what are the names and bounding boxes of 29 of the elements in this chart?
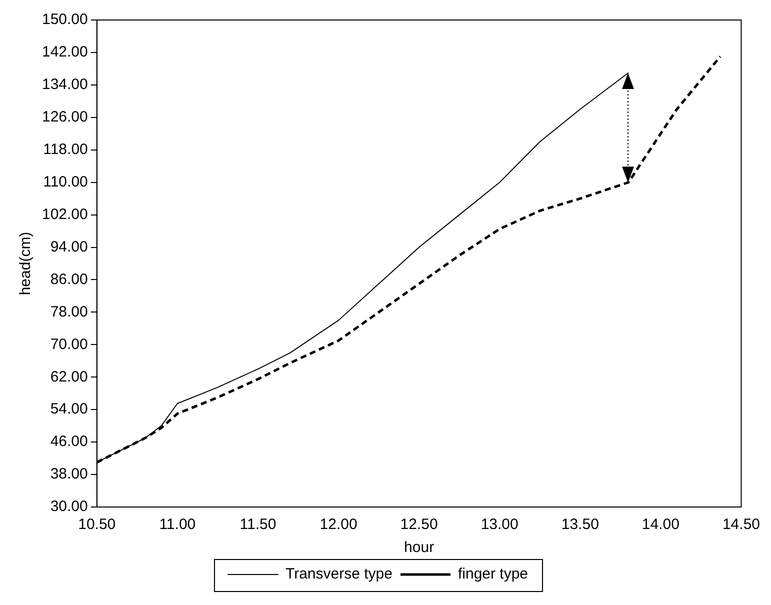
- y-tick-label: 134.00: [42, 76, 88, 94]
- y-tick-label: 150.00: [42, 11, 88, 28]
- y-tick-label: 86.00: [50, 270, 88, 288]
- y-tick-label: 118.00: [43, 141, 88, 158]
- x-tick-label: 12.50: [400, 516, 438, 534]
- x-axis-title: hour: [404, 539, 434, 556]
- y-axis-title: head(cm): [17, 232, 34, 296]
- x-tick-label: 11.00: [159, 516, 196, 534]
- y-tick-label: 110.00: [43, 173, 88, 190]
- x-tick-label: 13.00: [480, 516, 518, 534]
- legend-label: finger type: [458, 566, 528, 583]
- y-tick-label: 70.00: [50, 336, 88, 353]
- y-tick-label: 54.00: [50, 400, 88, 418]
- x-tick-label: 12.00: [320, 516, 358, 534]
- y-tick-label: 38.00: [50, 466, 88, 483]
- y-tick-label: 78.00: [50, 303, 88, 320]
- x-tick-label: 13.50: [561, 516, 599, 534]
- x-tick-label: 11.50: [240, 516, 276, 534]
- y-tick-label: 142.00: [42, 44, 88, 61]
- legend-label: Transverse type: [285, 566, 392, 583]
- y-tick-label: 30.00: [50, 498, 88, 516]
- x-tick-label: 14.00: [642, 516, 680, 534]
- y-tick-label: 94.00: [50, 238, 88, 256]
- y-tick-label: 46.00: [50, 433, 88, 450]
- y-tick-label: 62.00: [50, 368, 88, 386]
- x-tick-label: 10.50: [78, 516, 116, 534]
- x-tick-label: 14.50: [722, 516, 760, 534]
- y-tick-label: 126.00: [42, 108, 88, 126]
- y-tick-label: 102.00: [42, 206, 88, 223]
